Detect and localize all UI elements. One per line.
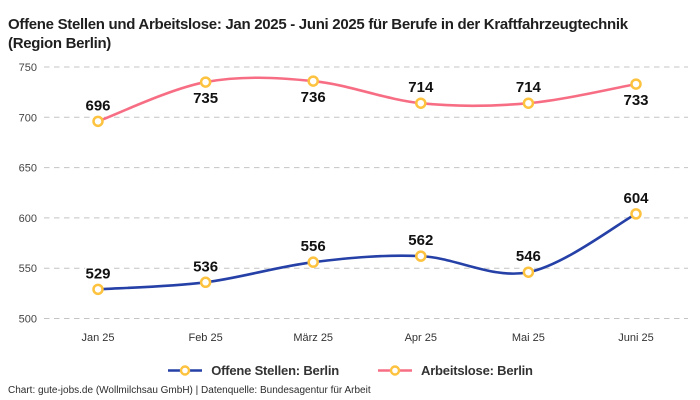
legend: Offene Stellen: Berlin Arbeitslose: Berli… [0,357,700,383]
data-label: 714 [516,79,542,96]
data-label: 696 [85,97,110,114]
data-point-marker[interactable] [522,266,535,278]
x-tick-label: Mai 25 [512,332,545,344]
y-tick-label: 650 [19,163,37,175]
data-point-marker[interactable] [92,283,104,296]
data-point-marker[interactable] [307,256,319,268]
legend-item[interactable]: Arbeitslose: Berlin [377,363,533,378]
series-line [96,76,638,123]
data-point-marker[interactable] [92,115,104,128]
data-point-marker[interactable] [307,75,319,87]
x-axis-labels: Jan 25 Feb 25 März 25 Apr 25 Mai 25 Juni 25 [81,332,653,344]
y-axis-labels: 500 550 600 650 700 750 [19,62,37,326]
data-label: 562 [408,232,433,249]
data-point-marker[interactable] [630,208,642,220]
gridlines [44,66,688,319]
data-label: 733 [623,92,648,109]
data-label: 529 [85,265,110,282]
legend-label: Offene Stellen: Berlin [211,362,339,378]
x-tick-label: Jan 25 [81,332,114,344]
attribution: Chart: gute-jobs.de (Wollmilchsau GmbH) … [8,385,371,396]
chart-title: Offene Stellen und Arbeitslose: Jan 2025… [8,16,628,53]
data-label: 546 [516,248,541,265]
y-tick-label: 750 [19,62,37,74]
x-tick-label: Feb 25 [188,332,222,344]
legend-marker-icon [378,364,412,376]
data-label: 536 [193,258,218,275]
data-label: 604 [623,190,649,207]
data-point-marker[interactable] [415,97,427,109]
data-label: 556 [301,238,326,255]
series-Offene Stellen: Berlin: 529 536556 562546604 [84,188,651,296]
x-tick-label: März 25 [293,332,333,344]
data-point-marker[interactable] [199,276,212,289]
data-labels: 696 735 736 714 714 733 [84,78,650,116]
data-point-marker[interactable] [522,97,535,109]
data-point-marker[interactable] [199,76,212,88]
y-tick-label: 550 [19,263,37,275]
data-labels: 529 536 556 562 546 604 [84,188,651,283]
legend-marker-icon [168,364,203,376]
data-point-marker[interactable] [415,250,427,262]
data-label: 714 [408,79,434,96]
x-tick-label: Apr 25 [405,332,437,344]
chart-canvas: 500 550 600 650 700 750 Jan 25 Feb 25 März 25 Apr… [19,62,688,344]
series-line [96,212,638,291]
data-label: 735 [193,90,218,107]
y-tick-label: 500 [19,314,37,326]
x-tick-label: Juni 25 [618,332,653,344]
y-tick-label: 700 [19,112,37,124]
legend-item[interactable]: Offene Stellen: Berlin [167,363,339,378]
data-label: 736 [301,89,326,106]
data-point-marker[interactable] [630,78,642,90]
legend-label: Arbeitslose: Berlin [421,362,533,378]
y-tick-label: 600 [19,213,37,225]
